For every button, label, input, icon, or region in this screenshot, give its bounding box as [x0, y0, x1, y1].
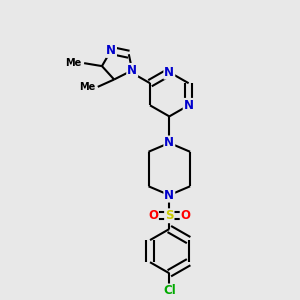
Text: Cl: Cl: [163, 284, 176, 298]
Text: N: N: [164, 189, 174, 202]
Text: N: N: [106, 44, 116, 57]
Text: Me: Me: [66, 58, 82, 68]
Text: N: N: [127, 64, 137, 77]
Text: N: N: [164, 66, 174, 79]
Text: O: O: [181, 209, 191, 222]
Text: N: N: [184, 99, 194, 112]
Text: N: N: [164, 136, 174, 149]
Text: O: O: [148, 209, 158, 222]
Text: Me: Me: [79, 82, 95, 92]
Text: S: S: [165, 209, 174, 222]
